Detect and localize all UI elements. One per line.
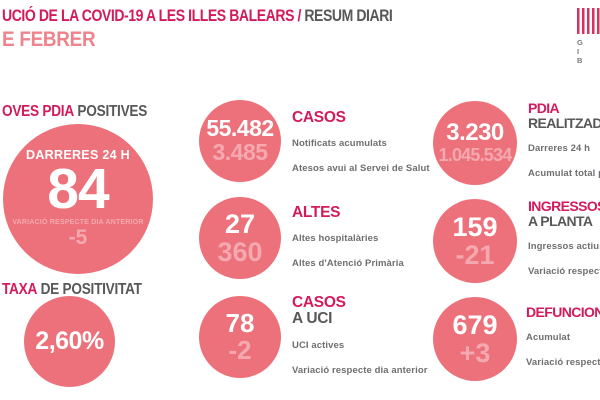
logo-letter-g: G bbox=[577, 38, 583, 47]
value-casos-atesos: 3.485 bbox=[212, 139, 268, 165]
heading-positives: POSITIVES bbox=[77, 103, 148, 120]
circle-defuncions: 679 +3 bbox=[433, 297, 517, 381]
value-pdia-24h: 3.230 bbox=[446, 119, 504, 147]
value-altes-hospitalaries: 27 bbox=[224, 208, 256, 239]
label-darreres-24h: DARRERES 24 H bbox=[26, 147, 130, 162]
label-altes: ALTES bbox=[292, 204, 341, 221]
heading-noves-pdia-positives: OVES PDIA POSITIVES bbox=[2, 103, 147, 121]
label-pdia: PDIA bbox=[528, 100, 560, 116]
value-uci-actives: 78 bbox=[225, 307, 255, 338]
value-defuncions-variacio: +3 bbox=[459, 338, 491, 368]
card-ingressos-label: INGRESSOS A PLANTA bbox=[528, 199, 600, 229]
card-ingressos-planta: INGRESSOS A PLANTA Ingressos actius Vari… bbox=[528, 199, 600, 278]
circle-altes: 27 360 bbox=[199, 197, 281, 279]
value-variacio: -5 bbox=[68, 226, 88, 249]
value-ingressos-actius: 159 bbox=[452, 211, 498, 242]
sub-altes-hospitalaries: Altes hospitalàries bbox=[292, 233, 379, 245]
card-defuncions-label: DEFUNCIONS bbox=[526, 305, 600, 320]
circle-casos-uci: 78 -2 bbox=[199, 296, 281, 378]
sub-darreres-24h: Darreres 24 h bbox=[528, 142, 591, 154]
sub-defuncions-acumulat: Acumulat bbox=[526, 331, 571, 343]
value-defuncions-acumulat: 679 bbox=[452, 309, 498, 340]
label-defuncions: DEFUNCIONS bbox=[526, 304, 600, 320]
value-altes-primaria: 360 bbox=[217, 237, 263, 267]
value-ingressos-variacio: -21 bbox=[455, 240, 495, 270]
page-title: UCIÓ DE LA COVID-19 A LES ILLES BALEARS … bbox=[2, 7, 393, 26]
page-subtitle-date: E FEBRER bbox=[2, 28, 96, 51]
card-altes-label: ALTES bbox=[292, 204, 404, 221]
card-altes: ALTES Altes hospitalàries Altes d'Atenci… bbox=[292, 204, 404, 270]
label-ingressos: INGRESSOS bbox=[528, 198, 600, 214]
card-casos: CASOS Notificats acumulats Atesos avui a… bbox=[292, 109, 430, 175]
sub-altes-atencio-primaria: Altes d'Atenció Primària bbox=[292, 258, 404, 270]
card-casos-uci: CASOS A UCI UCI actives Variació respect… bbox=[292, 294, 428, 377]
card-pdia-label: PDIA REALITZADES bbox=[528, 101, 600, 131]
label-a-planta: A PLANTA bbox=[528, 212, 593, 229]
sub-atesos-avui: Atesos avui al Servei de Salut bbox=[292, 163, 430, 175]
value-taxa-positivitat: 2,60% bbox=[35, 327, 104, 355]
card-casos-label: CASOS bbox=[292, 109, 430, 126]
logo-letter-i: I bbox=[577, 47, 580, 56]
label-casos-uci: CASOS bbox=[292, 294, 346, 311]
value-casos-acumulats: 55.482 bbox=[206, 115, 274, 142]
logo-letters: G I B bbox=[577, 38, 600, 65]
label-variacio: VARIACIÓ RESPECTE DIA ANTERIOR bbox=[12, 219, 144, 226]
logo-bars-icon bbox=[577, 8, 600, 34]
title-secondary: RESUM DIARI bbox=[304, 7, 393, 25]
heading-de-positivitat: DE POSITIVITAT bbox=[40, 281, 142, 298]
card-casos-uci-label: CASOS A UCI bbox=[292, 294, 428, 328]
logo-letter-b: B bbox=[577, 56, 583, 65]
circle-ingressos-planta: 159 -21 bbox=[433, 199, 517, 283]
label-casos: CASOS bbox=[292, 109, 346, 126]
sub-notificats-acumulats: Notificats acumulats bbox=[292, 138, 387, 150]
heading-taxa: TAXA bbox=[2, 281, 38, 298]
label-realitzades: REALITZADES bbox=[528, 114, 600, 131]
value-pdia-acumulat: 1.045.534 bbox=[438, 145, 513, 166]
sub-ingressos-variacio: Variació respecte dia anterior bbox=[528, 265, 600, 277]
card-pdia-realitzades: PDIA REALITZADES Darreres 24 h Acumulat … bbox=[528, 101, 600, 180]
label-a-uci: A UCI bbox=[292, 310, 333, 328]
circle-taxa-positivitat: 2,60% bbox=[24, 296, 115, 387]
sub-ingressos-actius: Ingressos actius bbox=[528, 240, 600, 252]
circle-noves-pdia: DARRERES 24 H 84 VARIACIÓ RESPECTE DIA A… bbox=[3, 124, 153, 274]
sub-uci-variacio: Variació respecte dia anterior bbox=[292, 364, 428, 376]
card-defuncions: DEFUNCIONS Acumulat Variació respecte di… bbox=[526, 305, 600, 369]
sub-defuncions-variacio: Variació respecte dia anterior bbox=[526, 356, 600, 368]
heading-noves-pdia: OVES PDIA bbox=[2, 103, 74, 120]
sub-uci-actives: UCI actives bbox=[292, 339, 345, 351]
value-noves-pdia: 84 bbox=[47, 156, 109, 221]
heading-taxa-positivitat: TAXA DE POSITIVITAT bbox=[2, 281, 142, 299]
circle-casos: 55.482 3.485 bbox=[199, 100, 281, 182]
circle-pdia-realitzades: 3.230 1.045.534 bbox=[433, 101, 517, 185]
govern-illes-balears-logo: G I B bbox=[577, 8, 600, 65]
sub-acumulat-total-proves: Acumulat total proves bbox=[528, 167, 600, 179]
title-primary: UCIÓ DE LA COVID-19 A LES ILLES BALEARS … bbox=[2, 7, 301, 25]
value-uci-variacio: -2 bbox=[228, 335, 252, 365]
